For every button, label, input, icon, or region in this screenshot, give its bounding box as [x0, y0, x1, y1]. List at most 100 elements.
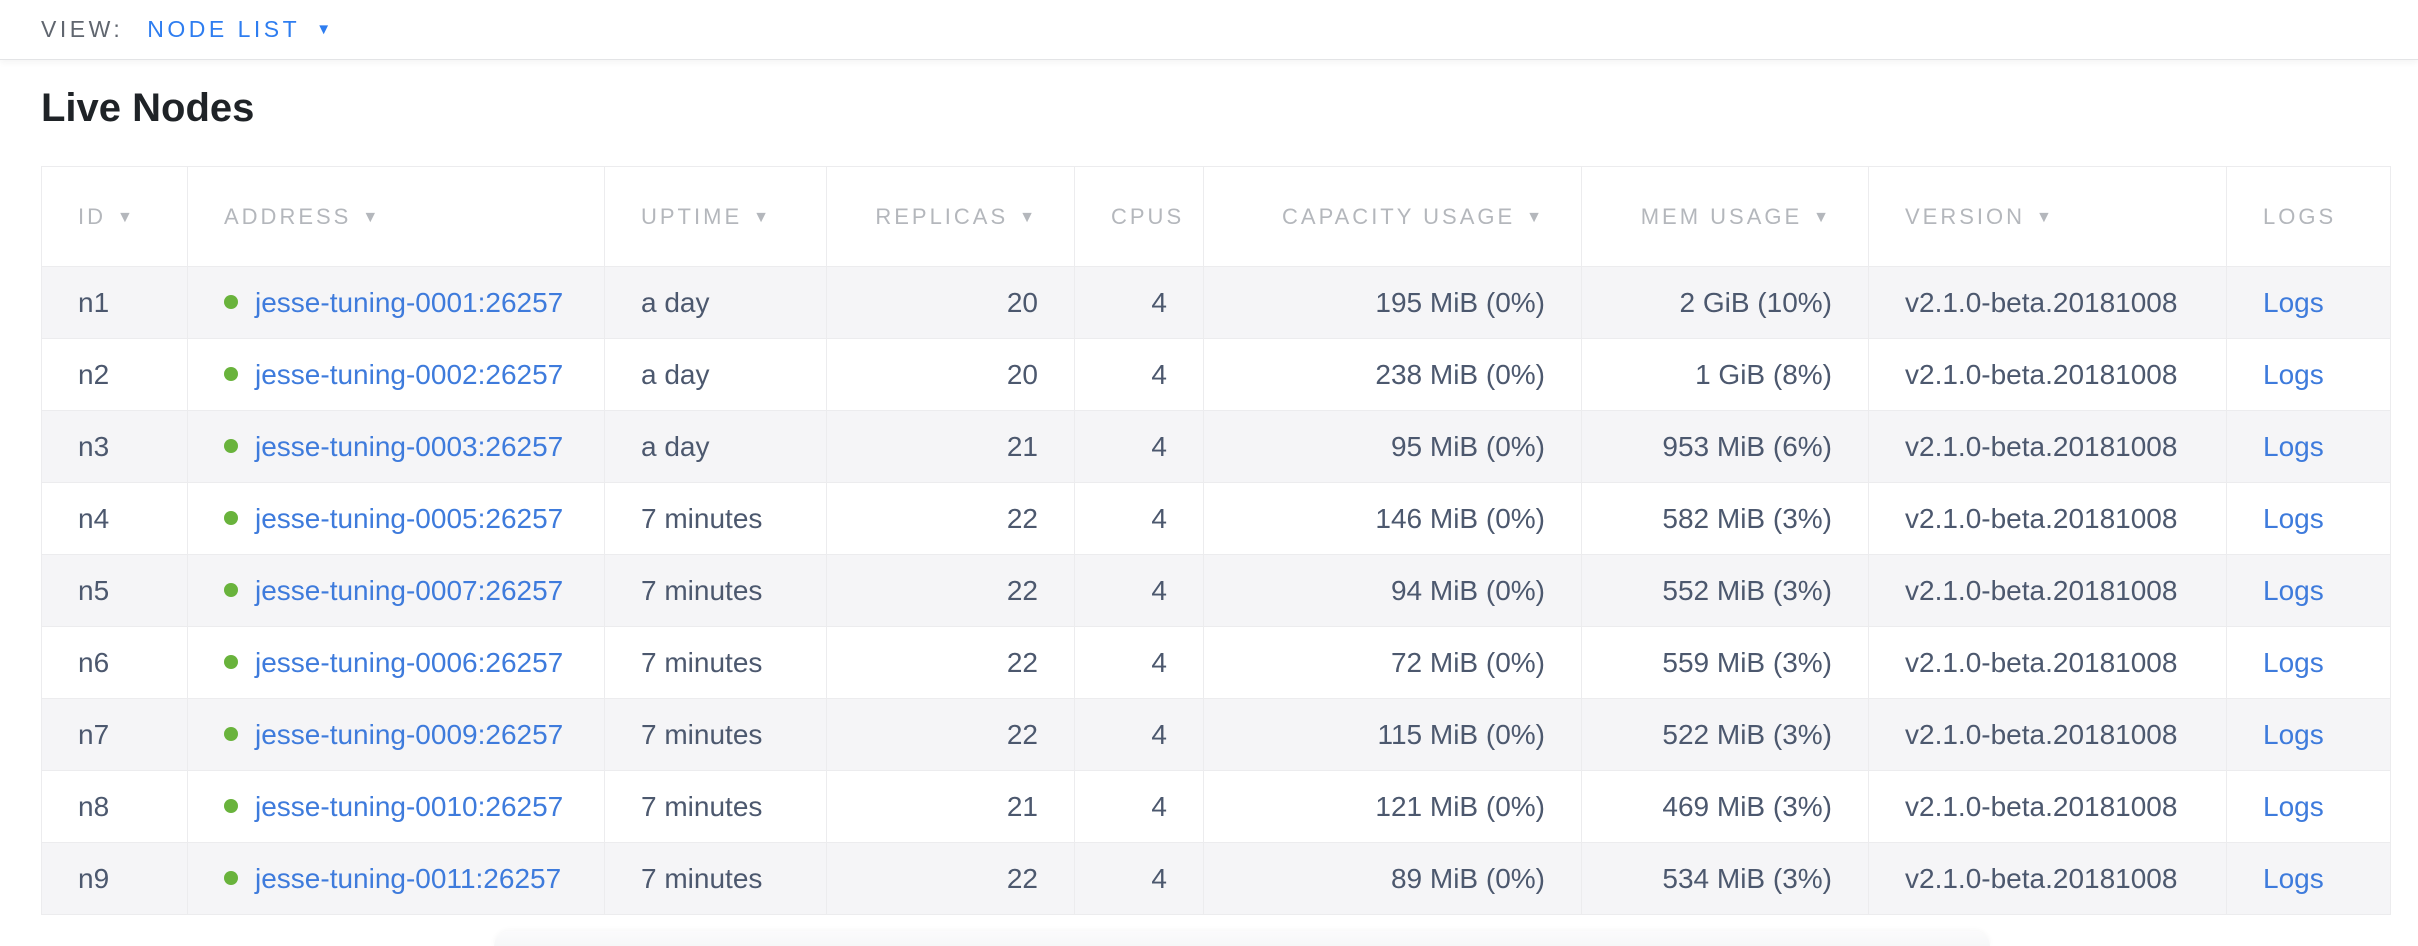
logs-link[interactable]: Logs: [2263, 862, 2324, 894]
cell-uptime: 7 minutes: [604, 482, 827, 555]
cell-replicas: 20: [826, 266, 1075, 339]
cell-value: 20: [1006, 286, 1038, 318]
cell-value: n7: [78, 718, 110, 750]
cell-cpus: 4: [1074, 770, 1204, 843]
cell-uptime: 7 minutes: [604, 698, 827, 771]
cell-logs: Logs: [2226, 554, 2391, 627]
cell-value: 146 MiB (0%): [1375, 502, 1545, 534]
cell-value: 522 MiB (3%): [1662, 718, 1832, 750]
column-header-version[interactable]: VERSION: [1868, 166, 2227, 267]
cell-value: v2.1.0-beta.20181008: [1905, 718, 2178, 750]
cell-value: 20: [1006, 358, 1038, 390]
column-header-address[interactable]: ADDRESS: [187, 166, 605, 267]
cell-value: n6: [78, 646, 110, 678]
column-label: UPTIME: [641, 203, 743, 229]
cell-cpus: 4: [1074, 554, 1204, 627]
cell-value: 121 MiB (0%): [1375, 790, 1545, 822]
logs-link[interactable]: Logs: [2263, 286, 2324, 318]
cell-id: n5: [41, 554, 188, 627]
address-link[interactable]: jesse-tuning-0006:26257: [255, 646, 564, 678]
cell-mem: 2 GiB (10%): [1581, 266, 1869, 339]
logs-link[interactable]: Logs: [2263, 790, 2324, 822]
address-link[interactable]: jesse-tuning-0001:26257: [255, 286, 564, 318]
column-header-id[interactable]: ID: [41, 166, 188, 267]
logs-link[interactable]: Logs: [2263, 430, 2324, 462]
cell-replicas: 21: [826, 410, 1075, 483]
view-selector-dropdown[interactable]: NODE LIST: [147, 16, 334, 43]
cell-id: n7: [41, 698, 188, 771]
cell-version: v2.1.0-beta.20181008: [1868, 338, 2227, 411]
address-link[interactable]: jesse-tuning-0003:26257: [255, 430, 564, 462]
cell-value: a day: [641, 430, 710, 462]
cell-value: v2.1.0-beta.20181008: [1905, 574, 2178, 606]
address-link[interactable]: jesse-tuning-0011:26257: [255, 862, 562, 894]
address-link[interactable]: jesse-tuning-0007:26257: [255, 574, 564, 606]
cell-cpus: 4: [1074, 338, 1204, 411]
node-list-table: ID ADDRESS UPTIME REPLICAS CPUS CAPACITY USAG…: [41, 166, 2391, 915]
logs-link[interactable]: Logs: [2263, 718, 2324, 750]
sort-arrow-icon: [117, 209, 136, 227]
logs-link[interactable]: Logs: [2263, 502, 2324, 534]
table-row-n4: n4 jesse-tuning-0005:26257 7 minutes 22 4 146…: [41, 482, 2391, 555]
cell-capacity: 238 MiB (0%): [1203, 338, 1582, 411]
cell-uptime: 7 minutes: [604, 842, 827, 915]
column-label: ID: [78, 203, 106, 229]
cell-value: 22: [1006, 502, 1038, 534]
column-header-uptime[interactable]: UPTIME: [604, 166, 827, 267]
cell-address: jesse-tuning-0011:26257: [187, 842, 605, 915]
cell-mem: 469 MiB (3%): [1581, 770, 1869, 843]
cell-logs: Logs: [2226, 266, 2391, 339]
cell-value: v2.1.0-beta.20181008: [1905, 358, 2178, 390]
column-header-mem[interactable]: MEM USAGE: [1581, 166, 1869, 267]
cell-cpus: 4: [1074, 410, 1204, 483]
cell-value: 4: [1151, 358, 1167, 390]
logs-link[interactable]: Logs: [2263, 358, 2324, 390]
cell-address: jesse-tuning-0005:26257: [187, 482, 605, 555]
cell-value: n2: [78, 358, 110, 390]
node-live-status-dot: [224, 799, 238, 814]
cell-id: n1: [41, 266, 188, 339]
sort-arrow-icon: [1813, 209, 1832, 227]
logs-link[interactable]: Logs: [2263, 646, 2324, 678]
cell-value: 89 MiB (0%): [1390, 862, 1545, 894]
sort-arrow-icon: [2036, 209, 2055, 227]
node-live-status-dot: [224, 655, 238, 670]
table-row-n1: n1 jesse-tuning-0001:26257 a day 20 4 195 MiB…: [41, 266, 2391, 339]
address-link[interactable]: jesse-tuning-0009:26257: [255, 718, 564, 750]
address-link[interactable]: jesse-tuning-0002:26257: [255, 358, 564, 390]
cell-replicas: 22: [826, 842, 1075, 915]
column-header-replicas[interactable]: REPLICAS: [826, 166, 1075, 267]
cell-mem: 953 MiB (6%): [1581, 410, 1869, 483]
cell-value: 7 minutes: [641, 862, 763, 894]
cell-value: n3: [78, 430, 110, 462]
table-row-n5: n5 jesse-tuning-0007:26257 7 minutes 22 4 94 …: [41, 554, 2391, 627]
view-selector-value: NODE LIST: [147, 16, 301, 42]
column-label: LOGS: [2263, 203, 2337, 229]
cell-value: v2.1.0-beta.20181008: [1905, 862, 2178, 894]
column-header-capacity[interactable]: CAPACITY USAGE: [1203, 166, 1582, 267]
cell-value: 4: [1151, 286, 1167, 318]
cell-logs: Logs: [2226, 770, 2391, 843]
cell-value: v2.1.0-beta.20181008: [1905, 286, 2178, 318]
cell-value: 582 MiB (3%): [1662, 502, 1832, 534]
node-live-status-dot: [224, 727, 238, 742]
node-live-status-dot: [224, 367, 238, 382]
address-link[interactable]: jesse-tuning-0005:26257: [255, 502, 564, 534]
cell-value: 4: [1151, 646, 1167, 678]
cell-value: 115 MiB (0%): [1377, 718, 1545, 750]
cell-id: n6: [41, 626, 188, 699]
cell-mem: 522 MiB (3%): [1581, 698, 1869, 771]
main-content: Live Nodes ID ADDRESS UPTIME REPLICAS CPUS CA…: [0, 84, 2418, 915]
logs-link[interactable]: Logs: [2263, 574, 2324, 606]
cell-value: 559 MiB (3%): [1662, 646, 1832, 678]
cell-value: 238 MiB (0%): [1375, 358, 1545, 390]
cell-value: v2.1.0-beta.20181008: [1905, 646, 2178, 678]
cell-capacity: 94 MiB (0%): [1203, 554, 1582, 627]
cell-value: 22: [1006, 862, 1038, 894]
column-label: CAPACITY USAGE: [1282, 203, 1516, 229]
table-row-n9: n9 jesse-tuning-0011:26257 7 minutes 22 4 89 …: [41, 842, 2391, 915]
cell-value: 4: [1151, 502, 1167, 534]
column-label: VERSION: [1905, 203, 2026, 229]
cell-mem: 582 MiB (3%): [1581, 482, 1869, 555]
address-link[interactable]: jesse-tuning-0010:26257: [255, 790, 564, 822]
